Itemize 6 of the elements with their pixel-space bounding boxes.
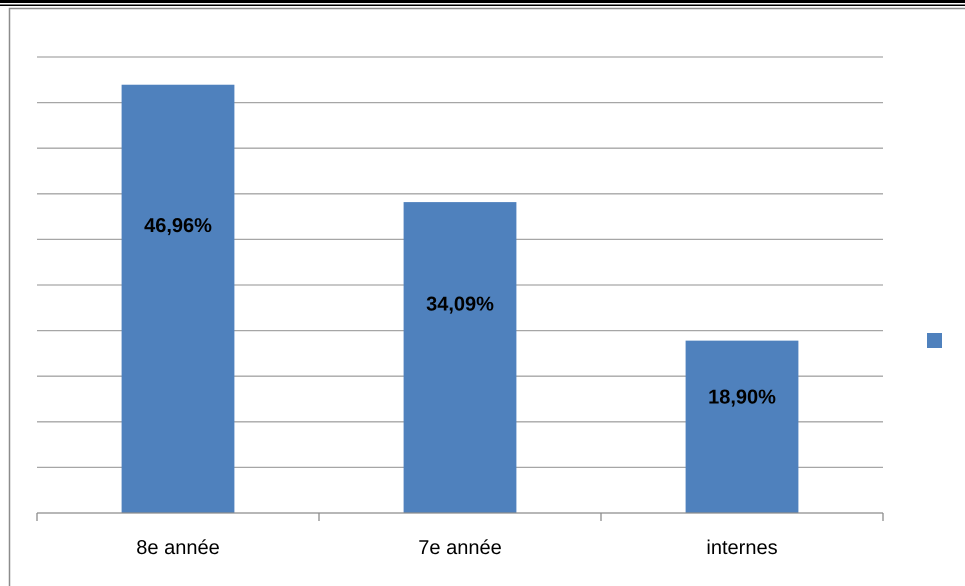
data-label: 46,96%	[144, 215, 212, 238]
data-label: 18,90%	[708, 386, 776, 409]
data-label: 34,09%	[426, 294, 494, 316]
x-tick-label: internes	[706, 537, 778, 559]
x-tick-label: 7e année	[418, 537, 502, 559]
x-tick-label: 8e année	[136, 537, 220, 559]
